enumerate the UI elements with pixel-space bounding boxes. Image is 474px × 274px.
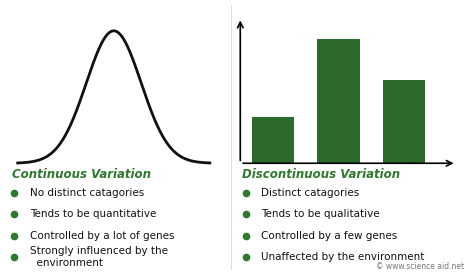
Text: Controlled by a few genes: Controlled by a few genes <box>261 231 397 241</box>
Text: Continuous Variation: Continuous Variation <box>11 168 151 181</box>
Text: © www.science aid.net: © www.science aid.net <box>376 262 465 271</box>
Text: Strongly influenced by the
  environment: Strongly influenced by the environment <box>30 246 168 268</box>
Text: Controlled by a lot of genes: Controlled by a lot of genes <box>30 231 174 241</box>
Bar <box>317 39 360 163</box>
Bar <box>252 117 294 163</box>
Bar <box>383 81 425 163</box>
Text: Tends to be qualitative: Tends to be qualitative <box>261 209 379 219</box>
Text: Distinct catagories: Distinct catagories <box>261 188 359 198</box>
Text: Unaffected by the environment: Unaffected by the environment <box>261 252 424 262</box>
Text: Tends to be quantitative: Tends to be quantitative <box>30 209 156 219</box>
Text: Discontinuous Variation: Discontinuous Variation <box>242 168 400 181</box>
Text: No distinct catagories: No distinct catagories <box>30 188 144 198</box>
